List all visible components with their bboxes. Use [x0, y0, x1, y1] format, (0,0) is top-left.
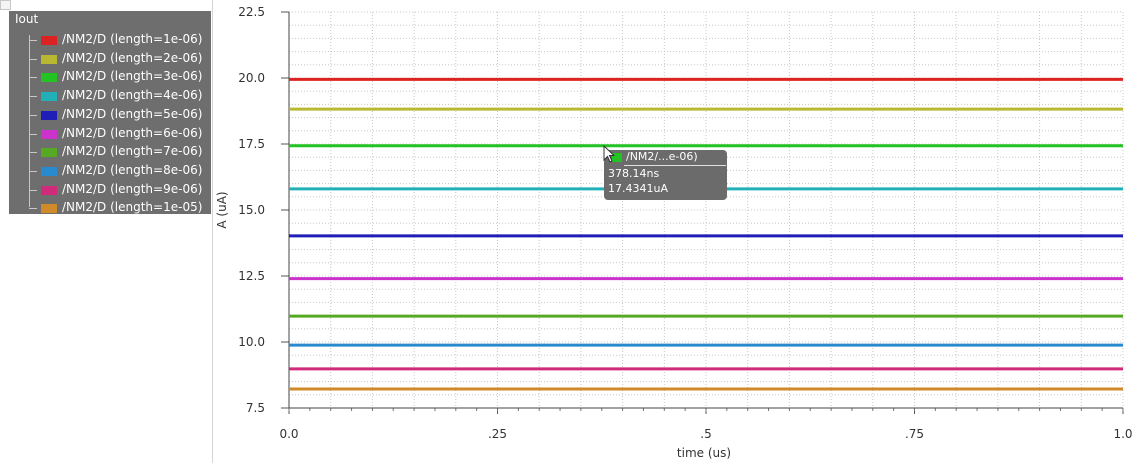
- legend-swatch: [41, 148, 57, 158]
- legend-tree-branch: [29, 77, 37, 79]
- legend-item[interactable]: /NM2/D (length=5e-06): [29, 107, 214, 125]
- legend-swatch: [41, 129, 57, 139]
- legend-label: /NM2/D (length=4e-06): [62, 88, 203, 103]
- legend-title: Iout: [15, 12, 39, 26]
- legend-swatch: [41, 36, 57, 45]
- legend-swatch: [41, 185, 57, 195]
- y-tick-label: 7.5: [246, 401, 265, 415]
- legend-swatch: [41, 92, 57, 102]
- legend-item[interactable]: /NM2/D (length=7e-06): [29, 144, 214, 162]
- legend-label: /NM2/D (length=1e-06): [62, 32, 203, 46]
- tooltip-underline: [624, 165, 726, 166]
- legend-tree-branch: [29, 96, 37, 98]
- legend-tree-line: [29, 35, 30, 207]
- legend-swatch: [41, 110, 57, 120]
- tooltip-y-value: 17.4341uA: [608, 182, 668, 195]
- legend-label: /NM2/D (length=1e-05): [62, 200, 203, 215]
- y-tick-label: 17.5: [238, 137, 265, 151]
- legend-item[interactable]: /NM2/D (length=3e-06): [29, 69, 214, 87]
- legend-tree-branch: [29, 170, 37, 172]
- x-tick-label: 1.0: [1113, 427, 1132, 441]
- legend-item[interactable]: /NM2/D (length=2e-06): [29, 51, 214, 69]
- grid-minor: [288, 11, 1124, 409]
- legend-item[interactable]: /NM2/D (length=4e-06): [29, 88, 214, 106]
- legend-item[interactable]: /NM2/D (length=6e-06): [29, 126, 214, 144]
- legend-tree-branch: [29, 133, 37, 135]
- legend-item[interactable]: /NM2/D (length=8e-06): [29, 163, 214, 181]
- x-axis-label: time (us): [677, 446, 731, 460]
- x-tick-label: .5: [700, 427, 711, 441]
- x-tick-label: .25: [488, 427, 507, 441]
- legend-label: /NM2/D (length=9e-06): [62, 181, 203, 196]
- legend-tree-branch: [29, 189, 37, 191]
- y-tick-label: 20.0: [238, 71, 265, 85]
- tooltip-x-value: 378.14ns: [608, 167, 660, 180]
- legend-label: /NM2/D (length=8e-06): [62, 162, 203, 177]
- corner-box: [0, 0, 11, 10]
- legend-swatch: [41, 166, 57, 176]
- legend-swatch: [41, 73, 57, 83]
- legend-item[interactable]: /NM2/D (length=1e-05): [29, 200, 214, 218]
- x-tick-label: .75: [905, 427, 924, 441]
- legend-swatch: [41, 54, 57, 64]
- legend-item[interactable]: /NM2/D (length=1e-06): [29, 32, 214, 50]
- y-tick-label: 10.0: [238, 335, 265, 349]
- y-axis-label: A (uA): [215, 191, 229, 228]
- data-tooltip: /NM2/...e-06) 378.14ns 17.4341uA: [604, 150, 727, 200]
- legend-panel: Iout /NM2/D (length=1e-06) /NM2/D (length…: [9, 11, 211, 214]
- y-tick-label: 15.0: [238, 203, 265, 217]
- legend-tree-branch: [29, 208, 37, 210]
- legend-tree-branch: [29, 114, 37, 116]
- legend-label: /NM2/D (length=7e-06): [62, 144, 203, 159]
- legend-label: /NM2/D (length=6e-06): [62, 125, 203, 140]
- legend-swatch: [41, 204, 57, 214]
- legend-tree-branch: [29, 58, 37, 60]
- y-tick-label: 12.5: [238, 269, 265, 283]
- mouse-cursor-icon: [603, 145, 616, 163]
- y-tick-label: 22.5: [238, 5, 265, 19]
- tooltip-swatch: [612, 153, 622, 162]
- legend-tree-branch: [29, 40, 37, 41]
- legend-item[interactable]: /NM2/D (length=9e-06): [29, 182, 214, 200]
- panel-separator: [212, 0, 213, 463]
- legend-label: /NM2/D (length=2e-06): [62, 50, 203, 65]
- legend-label: /NM2/D (length=5e-06): [62, 106, 203, 121]
- x-tick-label: 0.0: [279, 427, 298, 441]
- tooltip-series: /NM2/...e-06): [626, 150, 698, 163]
- legend-label: /NM2/D (length=3e-06): [62, 69, 203, 84]
- legend-tree-branch: [29, 152, 37, 154]
